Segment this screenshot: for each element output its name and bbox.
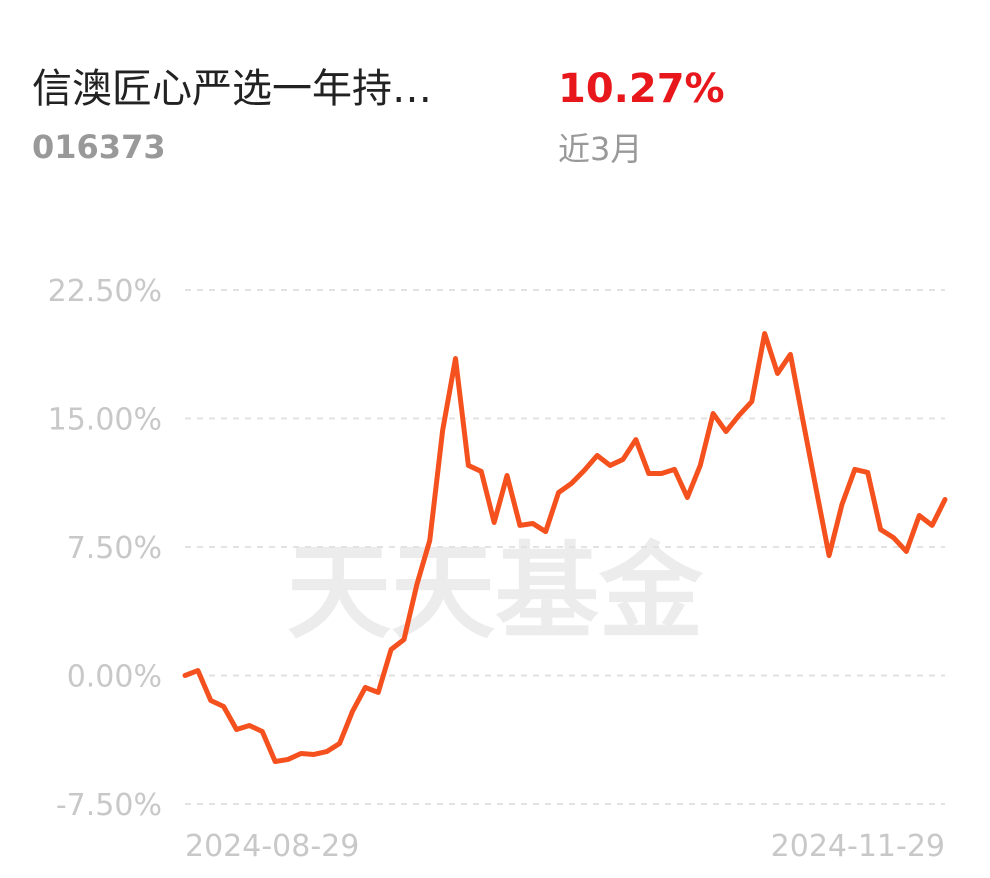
x-tick-label: 2024-11-29 [771, 829, 945, 864]
y-tick-label: -7.50% [56, 788, 162, 823]
x-tick-label: 2024-08-29 [185, 829, 359, 864]
fund-title: 信澳匠心严选一年持… [32, 66, 432, 112]
fund-code: 016373 [32, 128, 166, 166]
fund-line [182, 331, 948, 765]
period-label: 近3月 [558, 130, 642, 168]
y-tick-label: 0.00% [67, 660, 162, 695]
y-tick-label: 7.50% [67, 531, 162, 566]
y-tick-label: 15.00% [48, 403, 162, 438]
watermark: 天天基金 [287, 531, 704, 653]
return-value: 10.27% [558, 66, 725, 112]
y-tick-label: 22.50% [48, 274, 162, 309]
